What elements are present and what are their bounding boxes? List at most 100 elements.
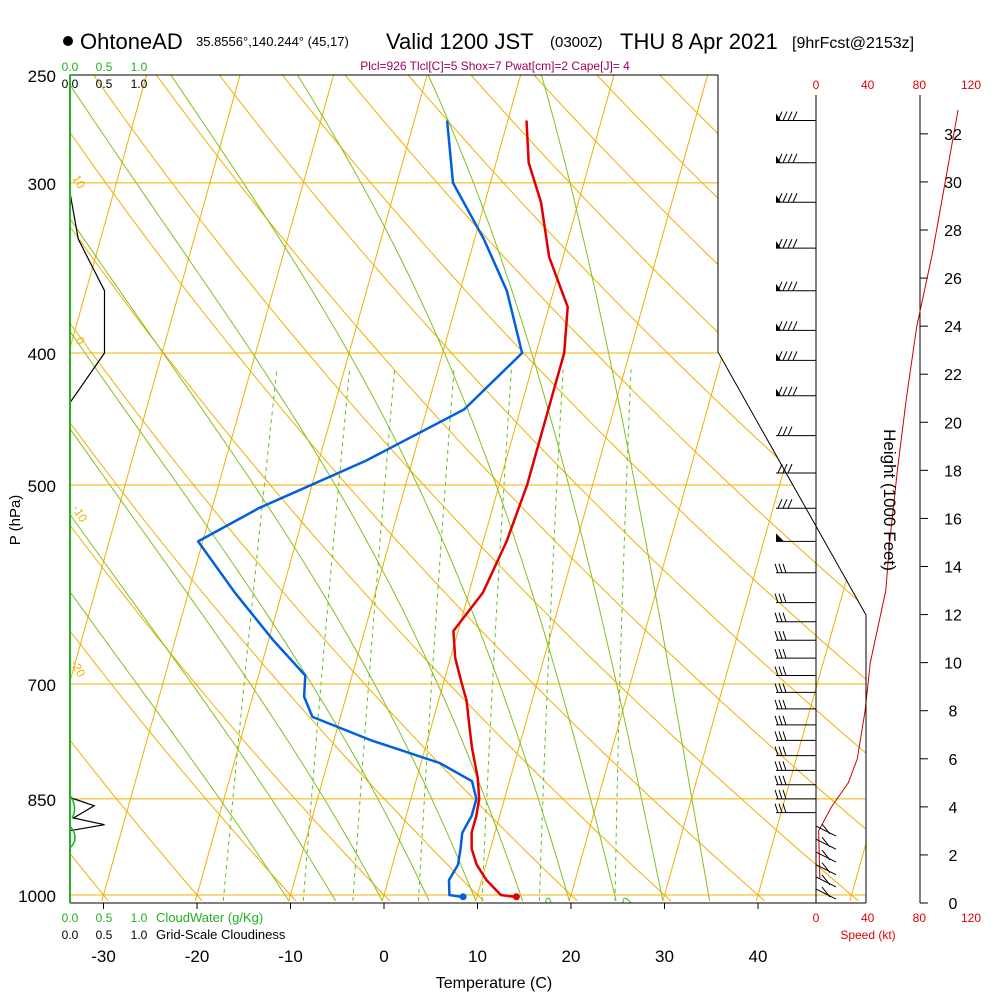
wind-barb-flag (782, 193, 788, 203)
wind-barb-flag (792, 111, 798, 121)
isotherm-line (755, 75, 866, 902)
height-tick-label: 30 (944, 175, 962, 192)
wind-barb (776, 111, 816, 122)
x-axis-title: Temperature (C) (436, 975, 552, 992)
cloudwater-tick-bottom: 0.5 (96, 911, 113, 925)
isotherm-label: 10 (69, 173, 88, 192)
wind-barb-flag (774, 612, 779, 622)
wind-barb (776, 533, 816, 542)
wind-barb-flag (787, 463, 793, 474)
wind-barb (774, 715, 816, 726)
mixing-ratio-line (222, 367, 278, 901)
sounding-profiles (196, 120, 569, 901)
wind-barb-flag (782, 803, 787, 813)
wind-barb-flag (821, 823, 831, 835)
wind-barb (774, 563, 816, 574)
dewpoint-surface-marker (459, 893, 467, 901)
speed-tick-top: 0 (813, 78, 820, 92)
wind-barb (776, 351, 816, 361)
wind-barb-flag (782, 731, 787, 741)
wind-barb (776, 193, 816, 203)
x-tick-label: -10 (278, 947, 303, 966)
valid-time: Valid 1200 JST (386, 29, 534, 54)
isotherm-line (475, 75, 709, 902)
wind-barb (774, 612, 816, 623)
moist-adiabat-line (170, 75, 570, 902)
wind-barb-flag (787, 153, 793, 163)
x-tick-label: 10 (468, 947, 487, 966)
wind-barb-staff (815, 888, 837, 900)
wind-barb-flag (792, 386, 798, 396)
wind-barb-staff (815, 838, 837, 850)
wind-barb (774, 683, 816, 693)
wind-barb-flag (777, 498, 783, 509)
wind-barb-staff (815, 851, 837, 863)
wind-barb-flag (774, 699, 779, 710)
moist-adiabat-line (427, 75, 664, 901)
height-tick-label: 14 (944, 559, 962, 576)
pressure-tick-label: 700 (28, 676, 56, 695)
wind-panel: 0040408080120120024681012141618202224262… (774, 78, 981, 925)
wind-barb-flag (787, 351, 793, 361)
moist-adiabat-line (70, 75, 337, 902)
temperature-surface-marker (512, 893, 520, 901)
wind-barb-flag (787, 281, 793, 291)
dry-adiabat-line (70, 75, 766, 902)
wind-barb-flag (792, 238, 798, 249)
x-tick-label: 0 (379, 947, 388, 966)
wind-barb-flag (821, 886, 831, 898)
isotherm-label: -20 (67, 658, 88, 680)
pressure-tick-label: 250 (28, 67, 56, 86)
wind-barb-flag (782, 386, 788, 396)
cloudiness-tick-bottom: 0.5 (96, 928, 113, 942)
height-tick-label: 6 (949, 752, 958, 769)
dry-adiabat-line (155, 75, 866, 902)
speed-tick-bottom: 80 (913, 911, 927, 925)
mixing-ratio-label: 5 (416, 902, 434, 917)
wind-barb-pennant (776, 155, 781, 163)
wind-barb-flag (774, 731, 779, 741)
wind-barb-flag (774, 563, 779, 573)
wind-barb (815, 862, 837, 876)
wind-barb-flag (821, 836, 831, 848)
wind-barb-staff (815, 825, 837, 837)
moist-adiabat-line (541, 75, 711, 901)
wind-barb (774, 789, 816, 800)
cloudiness-tick-top: 1.0 (131, 77, 148, 91)
wind-barb-flag (782, 498, 788, 509)
wind-barb-flag (774, 648, 779, 659)
speed-tick-top: 120 (961, 78, 981, 92)
isotherm-line (381, 75, 615, 902)
mixing-ratio-label: 2 (301, 902, 319, 918)
wind-barb-flag (782, 683, 787, 693)
wind-barb-flag (782, 666, 787, 676)
mixing-ratio-line (418, 367, 455, 901)
wind-barb-flag (774, 593, 779, 603)
speed-tick-bottom: 120 (961, 911, 981, 925)
wind-barb-flag (782, 699, 787, 710)
wind-barb-flag (774, 666, 779, 676)
wind-barb (774, 631, 816, 641)
wind-barb-flag (782, 715, 787, 725)
forecast-label: [9hrFcst@2153z] (792, 35, 914, 52)
wind-barb-flag (782, 612, 787, 622)
wind-barb-flag (782, 593, 787, 603)
x-tick-label: 30 (655, 947, 674, 966)
isotherm-line (194, 75, 428, 902)
height-tick-label: 24 (944, 319, 962, 336)
wind-barb-flag (787, 111, 793, 121)
wind-barb (815, 886, 837, 900)
cloudwater-tick-top: 0.0 (62, 60, 79, 74)
wind-barb-flag (778, 648, 783, 659)
wind-barb (774, 761, 816, 771)
wind-barb-flag (787, 386, 793, 396)
dry-adiabat-line (70, 75, 203, 902)
cloudwater-tick-bottom: 1.0 (131, 911, 148, 925)
station-coords: 35.8556°,140.244° (45,17) (196, 34, 349, 49)
wind-barb-flag (774, 683, 779, 693)
wind-barb (815, 823, 837, 837)
isotherm-line (662, 75, 866, 902)
valid-date: THU 8 Apr 2021 (620, 29, 778, 54)
height-axis-title: Height (1000 Feet) (880, 429, 899, 571)
